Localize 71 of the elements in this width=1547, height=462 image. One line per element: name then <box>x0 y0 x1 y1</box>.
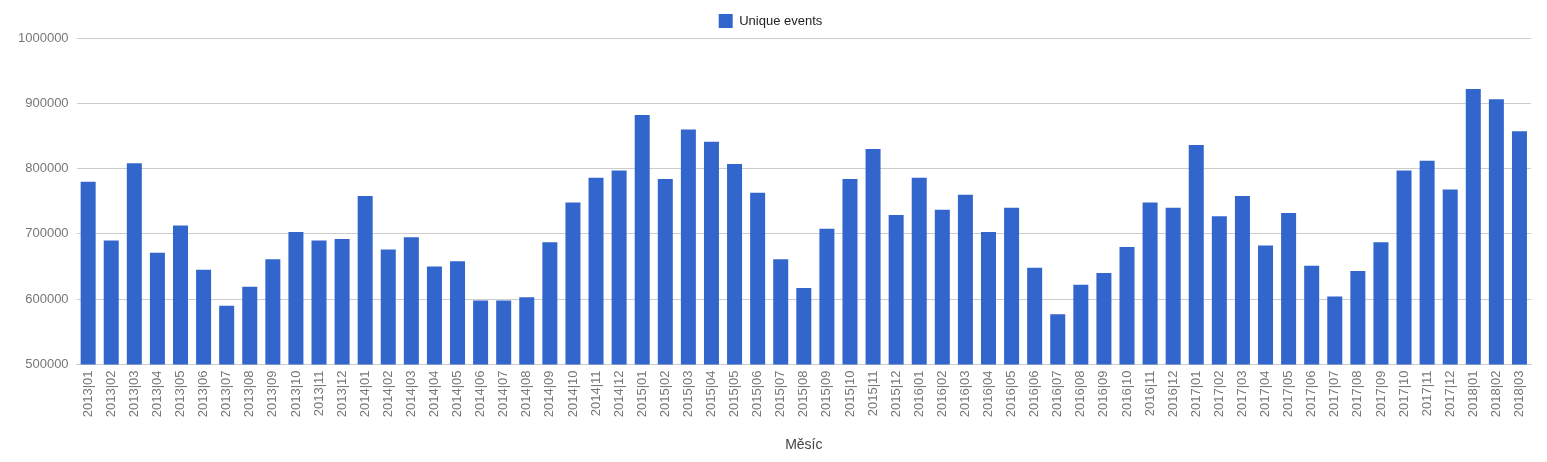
x-tick-label: 2017|04 <box>1257 370 1273 418</box>
x-tick-label: 2014|09 <box>541 370 557 418</box>
x-tick-label: 2017|10 <box>1395 370 1411 418</box>
x-tick-label: 2014|06 <box>472 370 488 418</box>
legend-label: Unique events <box>739 12 823 28</box>
x-tick-label: 2014|10 <box>564 370 580 418</box>
x-tick-label: 2016|12 <box>1164 370 1180 418</box>
x-tick-label: 2017|12 <box>1441 370 1457 418</box>
x-tick-label: 2017|03 <box>1234 370 1250 418</box>
x-tick-label: 2013|06 <box>195 370 211 418</box>
x-tick-label: 2015|10 <box>841 370 857 418</box>
x-tick-label: 2014|04 <box>426 370 442 418</box>
x-tick-label: 2018|03 <box>1511 370 1527 418</box>
x-tick-label: 2014|02 <box>379 370 395 418</box>
x-tick-label: 2014|03 <box>402 370 418 418</box>
x-tick-label: 2016|11 <box>1141 370 1157 417</box>
x-tick-label: 2016|04 <box>980 370 996 418</box>
x-tick-label: 2016|09 <box>1095 370 1111 418</box>
y-tick-label: 900000 <box>25 94 69 110</box>
x-tick-label: 2017|08 <box>1349 370 1365 418</box>
x-tick-label: 2015|09 <box>818 370 834 418</box>
x-tick-label: 2015|04 <box>703 370 719 418</box>
x-tick-label: 2016|05 <box>1003 370 1019 418</box>
x-tick-label: 2015|05 <box>726 370 742 418</box>
x-tick-label: 2015|01 <box>633 370 649 418</box>
x-tick-label: 2014|05 <box>449 370 465 418</box>
x-tick-label: 2013|02 <box>102 370 118 418</box>
x-tick-label: 2015|12 <box>887 370 903 418</box>
y-tick-label: 700000 <box>25 225 69 241</box>
x-tick-label: 2015|08 <box>795 370 811 418</box>
x-tick-label: 2016|03 <box>956 370 972 418</box>
x-tick-label: 2018|02 <box>1487 370 1503 418</box>
y-tick-label: 600000 <box>25 290 69 306</box>
x-tick-label: 2013|01 <box>79 370 95 418</box>
x-tick-label: 2016|08 <box>1072 370 1088 418</box>
x-tick-label: 2014|01 <box>356 370 372 418</box>
x-tick-label: 2014|12 <box>610 370 626 418</box>
x-tick-label: 2013|11 <box>310 370 326 417</box>
x-tick-label: 2016|10 <box>1118 370 1134 418</box>
x-tick-label: 2017|07 <box>1326 370 1342 418</box>
x-tick-label: 2015|11 <box>864 370 880 417</box>
x-tick-label: 2017|06 <box>1303 370 1319 418</box>
x-tick-label: 2017|11 <box>1418 370 1434 417</box>
x-tick-label: 2014|07 <box>495 370 511 418</box>
x-tick-label: 2016|02 <box>933 370 949 418</box>
x-tick-label: 2015|02 <box>656 370 672 418</box>
x-tick-label: 2017|02 <box>1210 370 1226 418</box>
x-tick-label: 2016|06 <box>1026 370 1042 418</box>
x-tick-label: 2017|05 <box>1280 370 1296 418</box>
y-tick-label: 500000 <box>25 356 69 372</box>
x-tick-label: 2015|03 <box>679 370 695 418</box>
y-tick-label: 800000 <box>25 160 69 176</box>
x-tick-label: 2016|07 <box>1049 370 1065 418</box>
x-tick-label: 2017|01 <box>1187 370 1203 418</box>
x-tick-label: 2017|09 <box>1372 370 1388 418</box>
x-tick-label: 2015|07 <box>772 370 788 418</box>
x-tick-label: 2013|10 <box>287 370 303 418</box>
x-tick-label: 2013|07 <box>218 370 234 418</box>
x-tick-label: 2013|05 <box>172 370 188 418</box>
x-tick-label: 2013|03 <box>125 370 141 418</box>
y-tick-label: 1000000 <box>17 29 69 45</box>
x-tick-label: 2013|04 <box>148 370 164 418</box>
x-tick-label: 2013|08 <box>241 370 257 418</box>
x-axis-title: Měsíc <box>785 436 823 453</box>
x-tick-label: 2014|11 <box>587 370 603 417</box>
x-tick-label: 2013|09 <box>264 370 280 418</box>
x-tick-label: 2013|12 <box>333 370 349 418</box>
x-tick-label: 2018|01 <box>1464 370 1480 418</box>
x-tick-label: 2015|06 <box>749 370 765 418</box>
x-tick-label: 2016|01 <box>910 370 926 418</box>
x-tick-label: 2014|08 <box>518 370 534 418</box>
